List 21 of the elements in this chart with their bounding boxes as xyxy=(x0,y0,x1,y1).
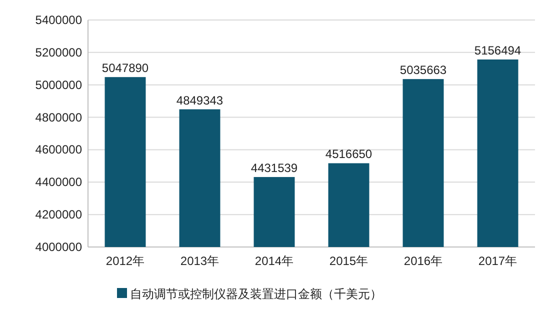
data-label: 4849343 xyxy=(176,93,224,108)
data-label: 4516650 xyxy=(325,147,372,162)
data-label: 5156494 xyxy=(474,43,522,58)
x-tick-label: 2014年 xyxy=(254,254,294,268)
x-tick-label: 2012年 xyxy=(106,254,145,268)
data-label: 5047890 xyxy=(102,61,149,76)
y-tick-label: 4200000 xyxy=(35,208,82,222)
y-tick-label: 4600000 xyxy=(35,142,82,157)
data-label: 5035663 xyxy=(400,63,447,78)
y-tick-label: 4400000 xyxy=(35,175,82,190)
legend-label: 自动调节或控制仪器及装置进口金额（千美元） xyxy=(130,287,382,301)
x-tick-label: 2015年 xyxy=(329,254,368,268)
y-tick-label: 4000000 xyxy=(35,240,82,254)
y-tick-label: 5400000 xyxy=(35,13,82,27)
y-tick-label: 5200000 xyxy=(35,45,82,60)
y-tick-label: 4800000 xyxy=(35,110,82,124)
x-tick-label: 2013年 xyxy=(180,254,220,268)
x-tick-label: 2016年 xyxy=(404,254,443,268)
x-tick-label: 2017年 xyxy=(478,254,518,268)
data-label: 4431539 xyxy=(250,161,298,176)
y-tick-label: 5000000 xyxy=(35,78,82,92)
